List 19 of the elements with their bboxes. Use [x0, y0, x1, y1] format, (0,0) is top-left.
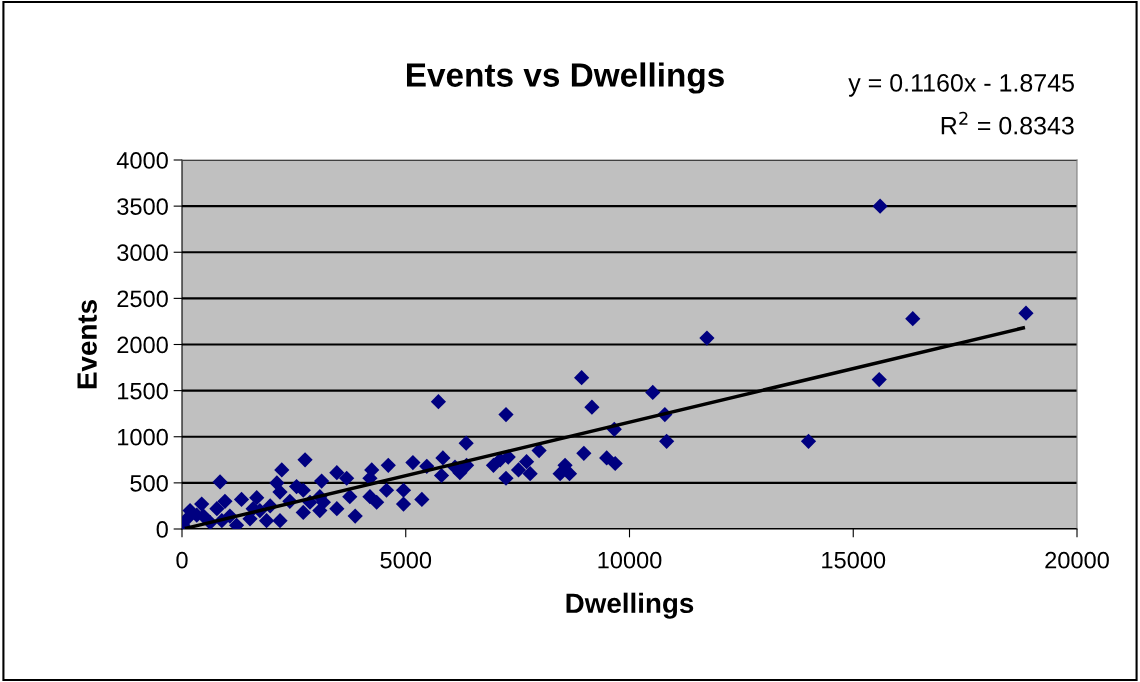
- y-tick-label: 3000: [117, 244, 168, 262]
- y-tick-label: 1000: [118, 428, 168, 446]
- y-tick-label: 1500: [118, 382, 168, 400]
- y-tick-label: 3500: [117, 198, 168, 215]
- x-tick-label: 0: [176, 551, 188, 569]
- x-tick-label: 20000: [1045, 551, 1109, 569]
- x-tick-label: 15000: [822, 551, 886, 569]
- x-tick-label: 5000: [380, 551, 432, 569]
- chart-title: Events vs Dwellings: [406, 62, 724, 94]
- y-axis-title: Events: [77, 300, 97, 389]
- y-tick-label: 0: [156, 521, 168, 538]
- y-tick-label: 4000: [116, 152, 168, 169]
- text: R$^{2}$ = 0.8343: [941, 111, 1074, 135]
- x-axis-title: Dwellings: [566, 592, 694, 619]
- y-tick-label: 2000: [117, 336, 168, 354]
- text: y = 0.1160x - 1.8745: [848, 74, 1074, 97]
- y-tick-label: 500: [130, 474, 168, 492]
- y-tick-label: 2500: [117, 290, 168, 308]
- x-tick-label: 10000: [598, 551, 662, 569]
